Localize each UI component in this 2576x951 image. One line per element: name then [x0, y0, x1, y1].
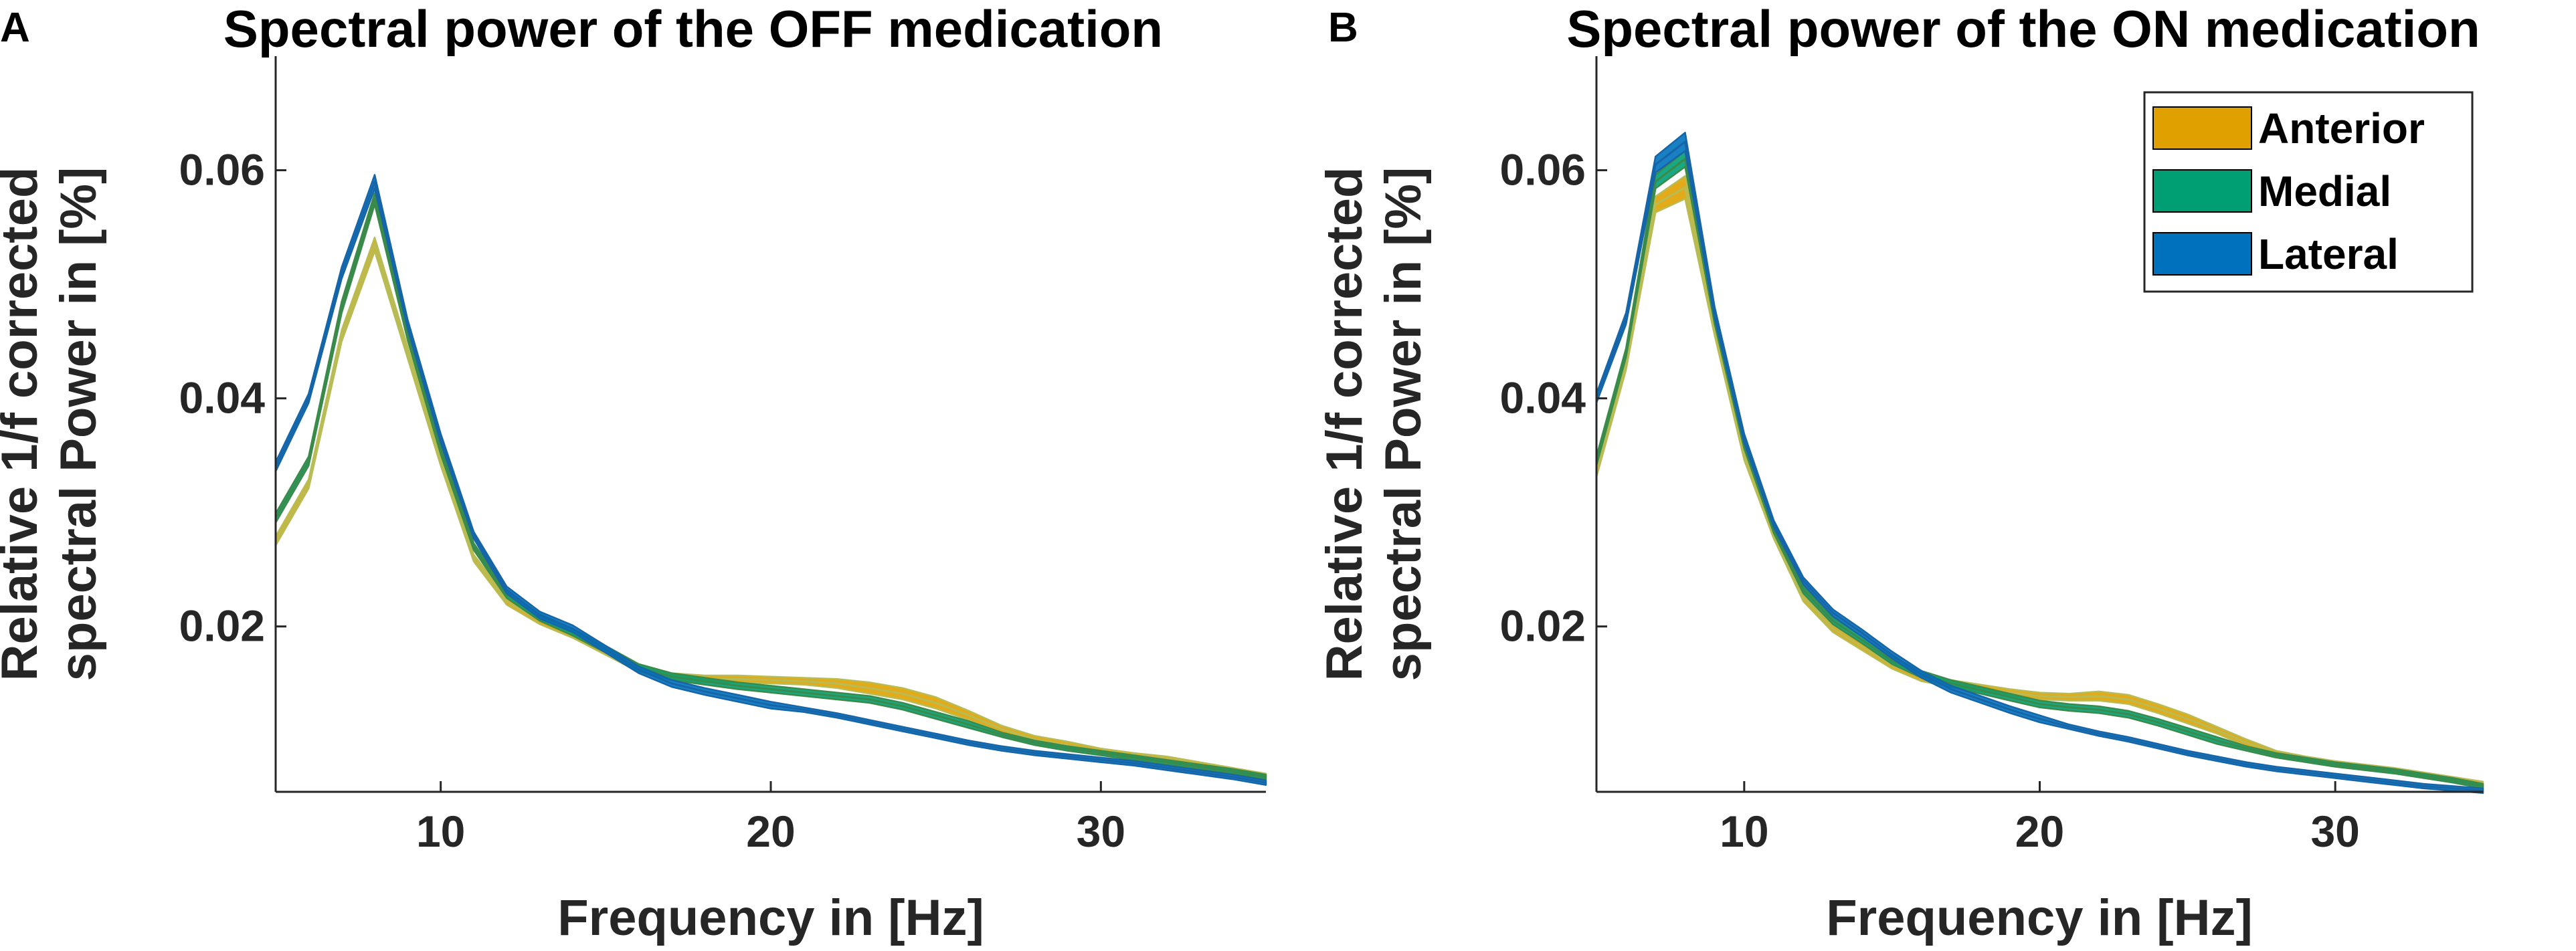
panel-a-x-axis-label: Frequency in [Hz] [557, 889, 984, 946]
panel-a-y-axis-label-line1: Relative 1/f corrected [0, 167, 48, 681]
panel-b-x-tick-label: 20 [2015, 807, 2064, 856]
panel-a-lateral-sem-band [274, 174, 1267, 786]
panel-b-legend: Anterior Medial Lateral [2143, 91, 2474, 293]
legend-label-medial: Medial [2258, 167, 2391, 215]
panel-b-y-tick-label: 0.06 [1500, 145, 1586, 195]
panel-b-y-axis-label-line2: spectral Power in [%] [1375, 167, 1432, 681]
panel-b-x-tick-label: 30 [2310, 807, 2359, 856]
panel-b-letter: B [1328, 5, 1358, 51]
panel-a-series [274, 174, 1267, 786]
panel-a-x-tick-label: 10 [416, 807, 465, 856]
panel-b: B Spectral power of the ON medication 10… [1316, 0, 2484, 946]
panel-a: A Spectral power of the OFF medication 1… [0, 0, 1267, 946]
panel-b-x-ticks: 10 20 30 [1720, 781, 2360, 856]
panel-a-lateral-mean-line [274, 181, 1267, 784]
panel-a-x-tick-label: 30 [1077, 807, 1125, 856]
legend-swatch-anterior [2152, 106, 2252, 150]
panel-b-title: Spectral power of the ON medication [1566, 0, 2480, 58]
panel-a-x-ticks: 10 20 30 [416, 781, 1125, 856]
panel-b-lateral-sem-band [1595, 132, 2484, 794]
panel-a-x-tick-label: 20 [746, 807, 795, 856]
panel-a-y-tick-label: 0.06 [179, 145, 265, 195]
panel-b-lateral-mean-line [1595, 140, 2484, 792]
panel-a-y-tick-label: 0.04 [179, 373, 266, 423]
panel-a-medial-mean-line [274, 197, 1267, 778]
panel-b-y-axis-label-line1: Relative 1/f corrected [1316, 167, 1373, 681]
panel-b-y-tick-label: 0.04 [1500, 373, 1586, 423]
panel-b-y-tick-label: 0.02 [1500, 601, 1586, 651]
panel-a-title: Spectral power of the OFF medication [223, 0, 1163, 58]
panel-b-y-ticks: 0.02 0.04 0.06 [1500, 145, 1607, 651]
panel-b-x-axis-label: Frequency in [Hz] [1826, 889, 2253, 946]
legend-label-lateral: Lateral [2258, 230, 2399, 278]
panel-a-plot-area [276, 56, 1266, 792]
panel-a-y-axis-label-line2: spectral Power in [%] [50, 167, 107, 681]
panel-b-x-tick-label: 10 [1720, 807, 1768, 856]
panel-b-series [1595, 132, 2484, 794]
legend-swatch-lateral [2152, 232, 2252, 276]
legend-label-anterior: Anterior [2258, 104, 2425, 152]
panel-a-y-tick-label: 0.02 [179, 601, 265, 651]
legend-swatch-medial [2152, 169, 2252, 213]
panel-a-letter: A [0, 5, 30, 51]
panel-a-y-ticks: 0.02 0.04 0.06 [179, 145, 286, 651]
